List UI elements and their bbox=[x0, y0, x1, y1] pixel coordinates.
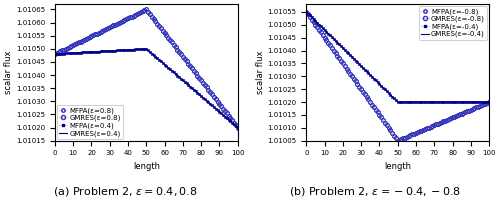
Y-axis label: scalar flux: scalar flux bbox=[4, 51, 13, 94]
X-axis label: length: length bbox=[133, 162, 160, 171]
Text: (b) Problem 2, $\epsilon = -0.4, -0.8$: (b) Problem 2, $\epsilon = -0.4, -0.8$ bbox=[289, 184, 461, 198]
Legend: MFPA(ε=0.8), GMRES(ε=0.8), MFPA(ε=0.4), GMRES(ε=0.4): MFPA(ε=0.8), GMRES(ε=0.8), MFPA(ε=0.4), … bbox=[57, 105, 123, 139]
Y-axis label: scalar flux: scalar flux bbox=[256, 51, 264, 94]
Text: (a) Problem 2, $\epsilon = 0.4, 0.8$: (a) Problem 2, $\epsilon = 0.4, 0.8$ bbox=[53, 184, 197, 198]
Legend: MFPA(ε=-0.8), GMRES(ε=-0.8), MFPA(ε=-0.4), GMRES(ε=-0.4): MFPA(ε=-0.8), GMRES(ε=-0.8), MFPA(ε=-0.4… bbox=[418, 6, 487, 40]
X-axis label: length: length bbox=[384, 162, 411, 171]
